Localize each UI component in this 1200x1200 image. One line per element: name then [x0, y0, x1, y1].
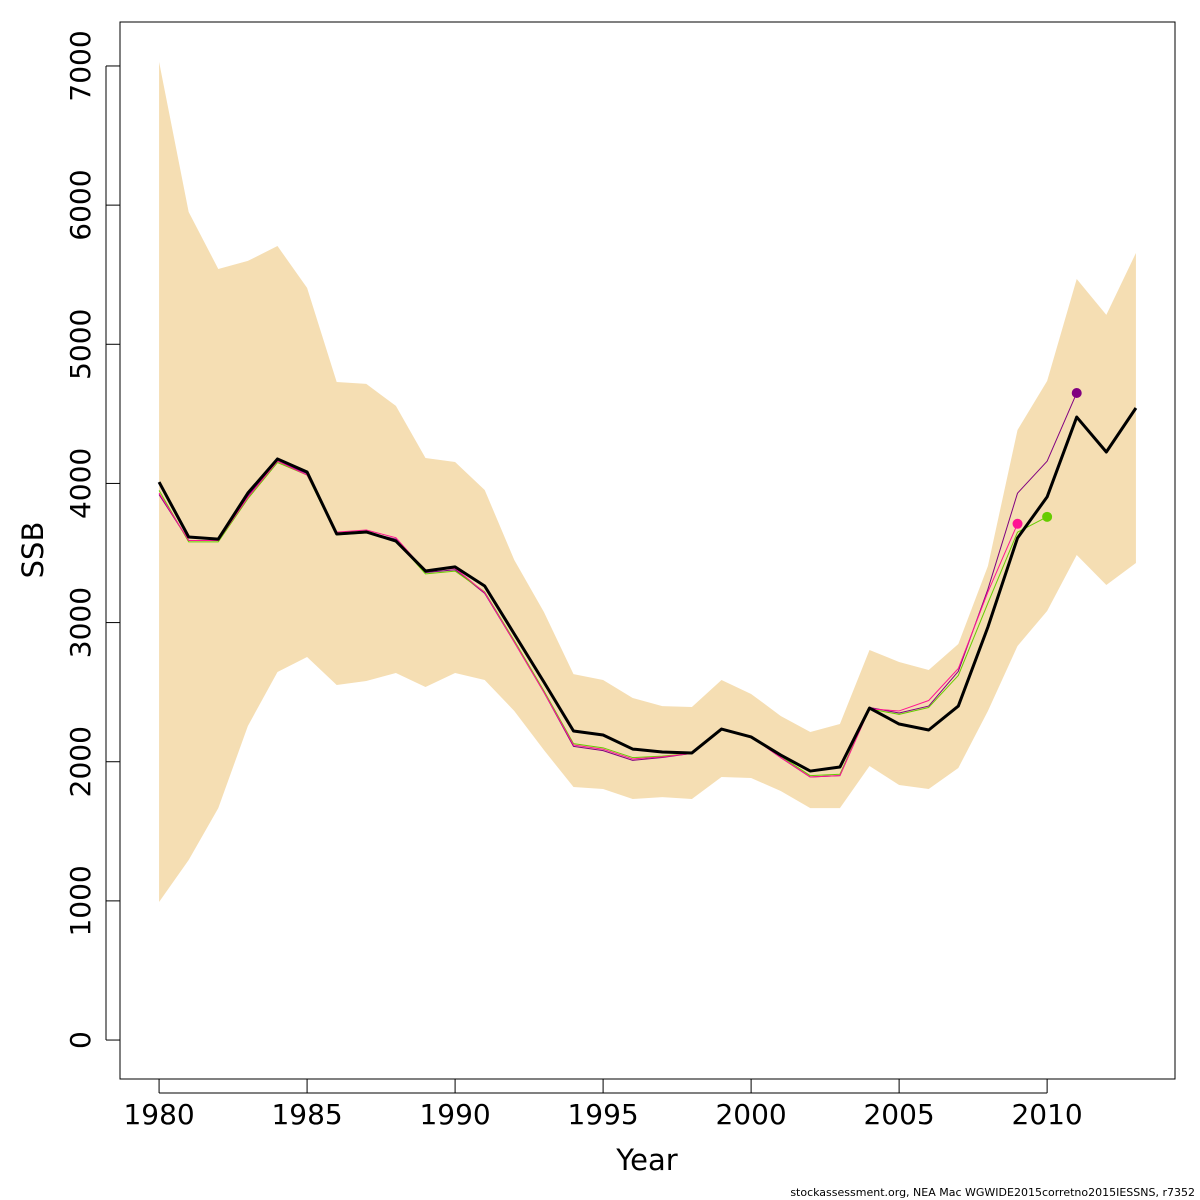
y-tick-label: 3000	[64, 587, 97, 658]
y-tick-label: 0	[64, 1031, 97, 1049]
y-tick-label: 4000	[64, 448, 97, 519]
y-tick-label: 7000	[64, 30, 97, 101]
y-axis-label: SSB	[16, 522, 50, 579]
end-point	[1012, 518, 1023, 529]
x-tick-label: 1980	[123, 1098, 194, 1131]
x-tick-label: 2000	[715, 1098, 786, 1131]
x-tick-label: 1995	[567, 1098, 638, 1131]
y-tick-label: 6000	[64, 169, 97, 240]
end-point	[1042, 511, 1053, 522]
footnote: stockassessment.org, NEA Mac WGWIDE2015c…	[790, 1186, 1195, 1199]
x-tick-label: 2010	[1011, 1098, 1082, 1131]
x-tick-label: 1990	[419, 1098, 490, 1131]
plot-frame	[119, 21, 1176, 1080]
series-line	[157, 407, 1138, 773]
x-axis-label: Year	[615, 1143, 677, 1177]
y-tick-label: 2000	[64, 726, 97, 797]
y-tick-label: 5000	[64, 309, 97, 380]
y-tick-label: 1000	[64, 865, 97, 936]
x-tick-label: 1985	[271, 1098, 342, 1131]
confidence-band	[159, 61, 1136, 902]
x-tick-label: 2005	[863, 1098, 934, 1131]
end-point	[1071, 387, 1082, 398]
